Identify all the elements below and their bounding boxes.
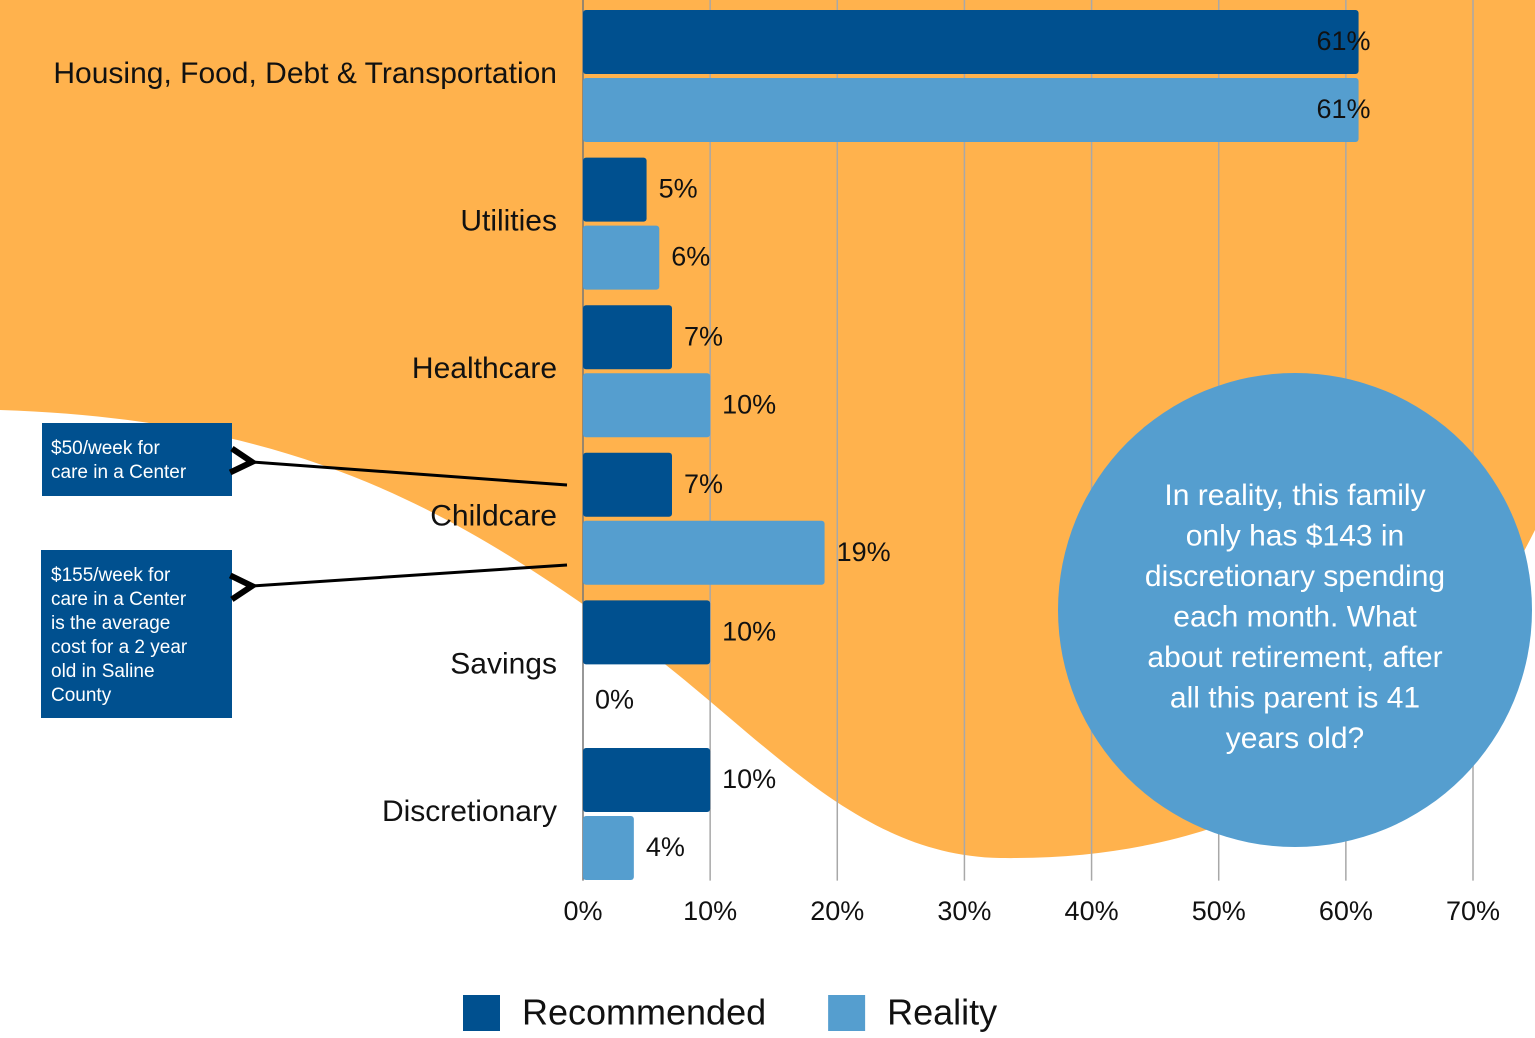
callout-text: In reality, this family only has $143 in d…: [1145, 479, 1445, 755]
legend-swatch: [828, 995, 866, 1031]
annotation-line: $50/week for: [51, 438, 160, 459]
category-label: Savings: [450, 647, 557, 680]
category-label: Healthcare: [412, 352, 557, 385]
value-label: 5%: [659, 174, 698, 204]
bar: [583, 78, 1359, 142]
legend-label: Reality: [887, 992, 997, 1033]
annotation-text: $50/week for care in a Center: [51, 438, 187, 483]
callout-circle: [1058, 373, 1532, 847]
x-tick-label: 10%: [683, 896, 737, 926]
legend-swatch: [463, 995, 500, 1031]
callout-line: In reality, this family: [1164, 479, 1425, 512]
bar: [583, 520, 825, 585]
callout-line: each month. What: [1173, 600, 1417, 633]
bar: [583, 10, 1359, 74]
category-label: Childcare: [430, 500, 557, 533]
x-tick-label: 50%: [1192, 896, 1246, 926]
value-label: 7%: [684, 469, 723, 499]
annotation-box: [42, 423, 232, 496]
legend-label: Recommended: [522, 992, 766, 1033]
value-label: 61%: [1317, 26, 1371, 56]
callout-line: only has $143 in: [1186, 519, 1405, 552]
value-label: 10%: [722, 389, 776, 419]
annotation-line: County: [51, 685, 112, 706]
callout-line: all this parent is 41: [1170, 681, 1420, 714]
annotation-line: care in a Center: [51, 462, 187, 483]
category-label: Discretionary: [382, 795, 557, 828]
value-label: 0%: [595, 685, 634, 715]
bar: [583, 600, 711, 665]
annotation-line: $155/week for: [51, 565, 171, 586]
callout-line: discretionary spending: [1145, 560, 1445, 593]
bar: [583, 373, 711, 438]
x-tick-label: 40%: [1065, 896, 1119, 926]
annotation-line: cost for a 2 year: [51, 637, 188, 658]
category-label: Utilities: [460, 205, 557, 238]
category-label: Housing, Food, Debt & Transportation: [53, 57, 557, 90]
callout-line: about retirement, after: [1147, 641, 1442, 674]
x-tick-label: 30%: [937, 896, 991, 926]
annotation-text: $155/week for care in a Center is the aver…: [51, 565, 188, 706]
annotation-arrow: [252, 563, 568, 586]
value-label: 7%: [684, 321, 723, 351]
bar: [583, 816, 634, 880]
bar: [583, 157, 647, 222]
x-tick-label: 20%: [810, 896, 864, 926]
x-tick-label: 70%: [1446, 896, 1500, 926]
value-label: 61%: [1317, 94, 1371, 124]
bar: [583, 748, 711, 812]
annotation-line: old in Saline: [51, 661, 155, 682]
bar: [583, 225, 660, 290]
value-label: 10%: [722, 617, 776, 647]
annotation-line: care in a Center: [51, 589, 187, 610]
annotation-line: is the average: [51, 613, 170, 634]
callout-line: years old?: [1226, 722, 1364, 755]
annotation-box: [41, 550, 232, 718]
bar: [583, 305, 672, 370]
value-label: 19%: [837, 537, 891, 567]
annotation-arrow: [252, 462, 568, 487]
x-tick-label: 0%: [563, 896, 602, 926]
value-label: 10%: [722, 764, 776, 794]
value-label: 4%: [646, 832, 685, 862]
bar: [583, 452, 672, 517]
value-label: 6%: [671, 242, 710, 272]
x-tick-label: 60%: [1319, 896, 1373, 926]
